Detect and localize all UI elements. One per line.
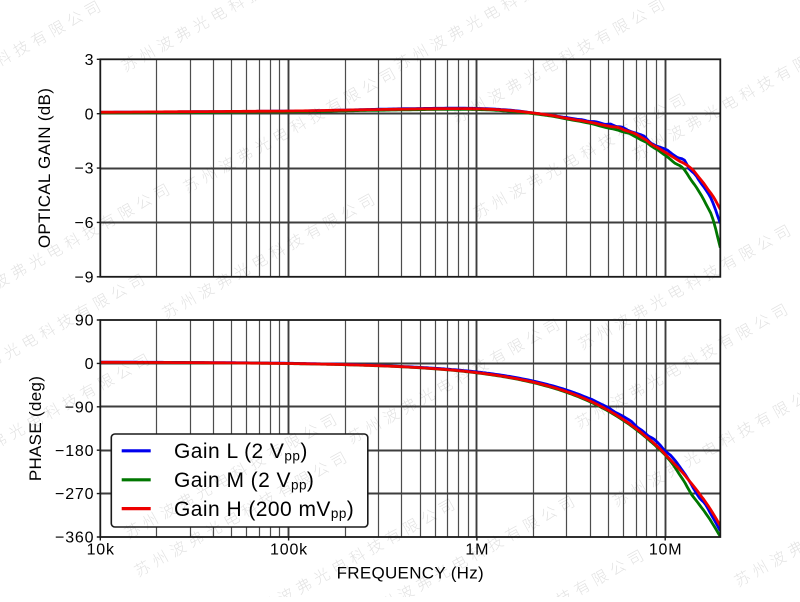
svg-text:3: 3 xyxy=(85,52,95,69)
svg-text:−9: −9 xyxy=(74,269,94,286)
svg-text:10k: 10k xyxy=(87,542,115,559)
svg-text:Gain H (200 mVpp): Gain H (200 mVpp) xyxy=(174,498,354,521)
svg-text:PHASE (deg): PHASE (deg) xyxy=(26,376,45,481)
svg-text:0: 0 xyxy=(85,106,95,123)
svg-text:10M: 10M xyxy=(649,542,683,559)
svg-text:90: 90 xyxy=(75,313,94,330)
svg-text:−6: −6 xyxy=(74,215,94,232)
svg-text:−3: −3 xyxy=(74,161,94,178)
svg-text:OPTICAL GAIN (dB): OPTICAL GAIN (dB) xyxy=(35,88,54,248)
svg-text:−270: −270 xyxy=(55,486,94,503)
svg-text:100k: 100k xyxy=(270,542,308,559)
svg-text:−180: −180 xyxy=(55,443,94,460)
svg-text:−90: −90 xyxy=(65,399,95,416)
svg-text:1M: 1M xyxy=(465,542,489,559)
svg-text:−360: −360 xyxy=(55,530,94,547)
svg-text:0: 0 xyxy=(85,356,95,373)
svg-text:FREQUENCY (Hz): FREQUENCY (Hz) xyxy=(337,564,484,583)
